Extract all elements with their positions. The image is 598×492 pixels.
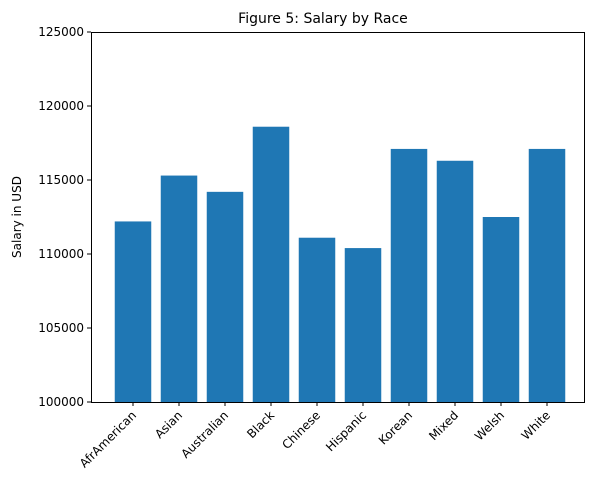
x-tick-label: Mixed (426, 408, 461, 443)
bar-chinese (298, 237, 336, 402)
y-tick-label: 110000 (38, 247, 84, 261)
x-tick-label: Australian (178, 408, 231, 461)
bar-hispanic (344, 248, 382, 402)
chart-title: Figure 5: Salary by Race (238, 11, 408, 27)
plot-frame (91, 32, 585, 403)
y-tick-label: 100000 (38, 395, 84, 409)
x-tick-label: Asian (152, 408, 185, 441)
y-tick-label: 105000 (38, 321, 84, 335)
bar-welsh (482, 217, 520, 402)
y-tick-label: 115000 (38, 173, 84, 187)
bar-white (528, 148, 566, 402)
x-tick-label: Hispanic (323, 408, 369, 454)
x-tick-label: Welsh (472, 408, 507, 443)
x-tick-label: Korean (376, 408, 415, 447)
x-tick-label: AfrAmerican (77, 408, 139, 470)
y-tick-label: 120000 (38, 99, 84, 113)
x-tick-label: White (519, 408, 554, 443)
y-axis-label: Salary in USD (10, 176, 24, 258)
bars-group (114, 126, 566, 402)
x-tick-label: Black (244, 408, 277, 441)
bar-black (252, 126, 290, 402)
bar-aframerican (114, 221, 152, 402)
bar-asian (160, 175, 198, 402)
bar-korean (390, 148, 428, 402)
bar-australian (206, 191, 244, 402)
x-tick-label: Chinese (279, 408, 323, 452)
y-tick-label: 125000 (38, 25, 84, 39)
y-axis: 100000 105000 110000 115000 120000 125000 (38, 25, 91, 409)
bar-mixed (436, 160, 474, 402)
